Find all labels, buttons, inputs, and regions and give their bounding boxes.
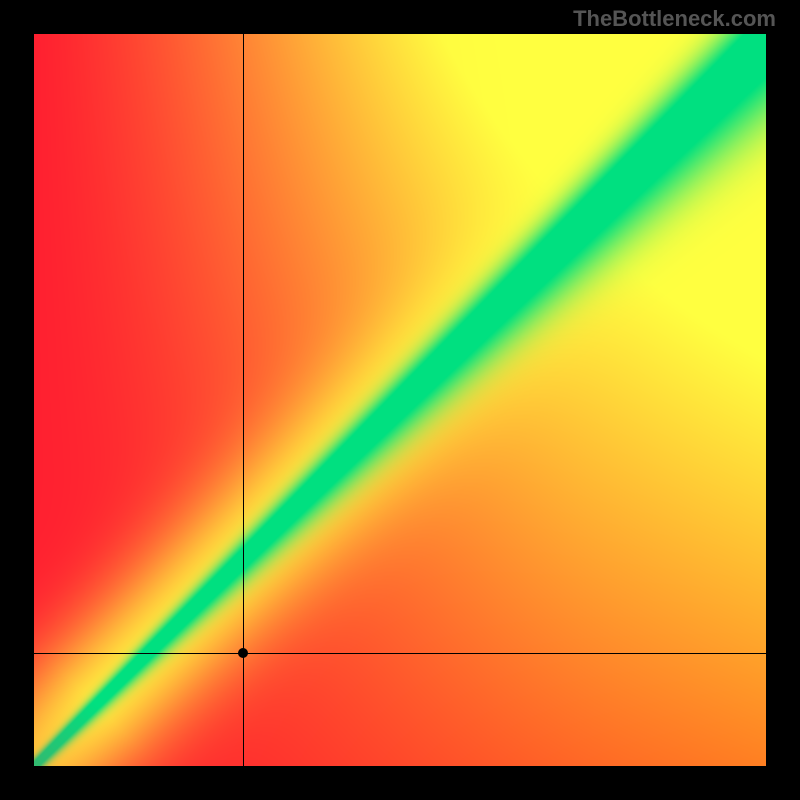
heatmap-canvas [34, 34, 766, 766]
heatmap-plot [34, 34, 766, 766]
marker-dot [238, 648, 248, 658]
watermark-text: TheBottleneck.com [573, 6, 776, 32]
crosshair-horizontal [34, 653, 766, 654]
